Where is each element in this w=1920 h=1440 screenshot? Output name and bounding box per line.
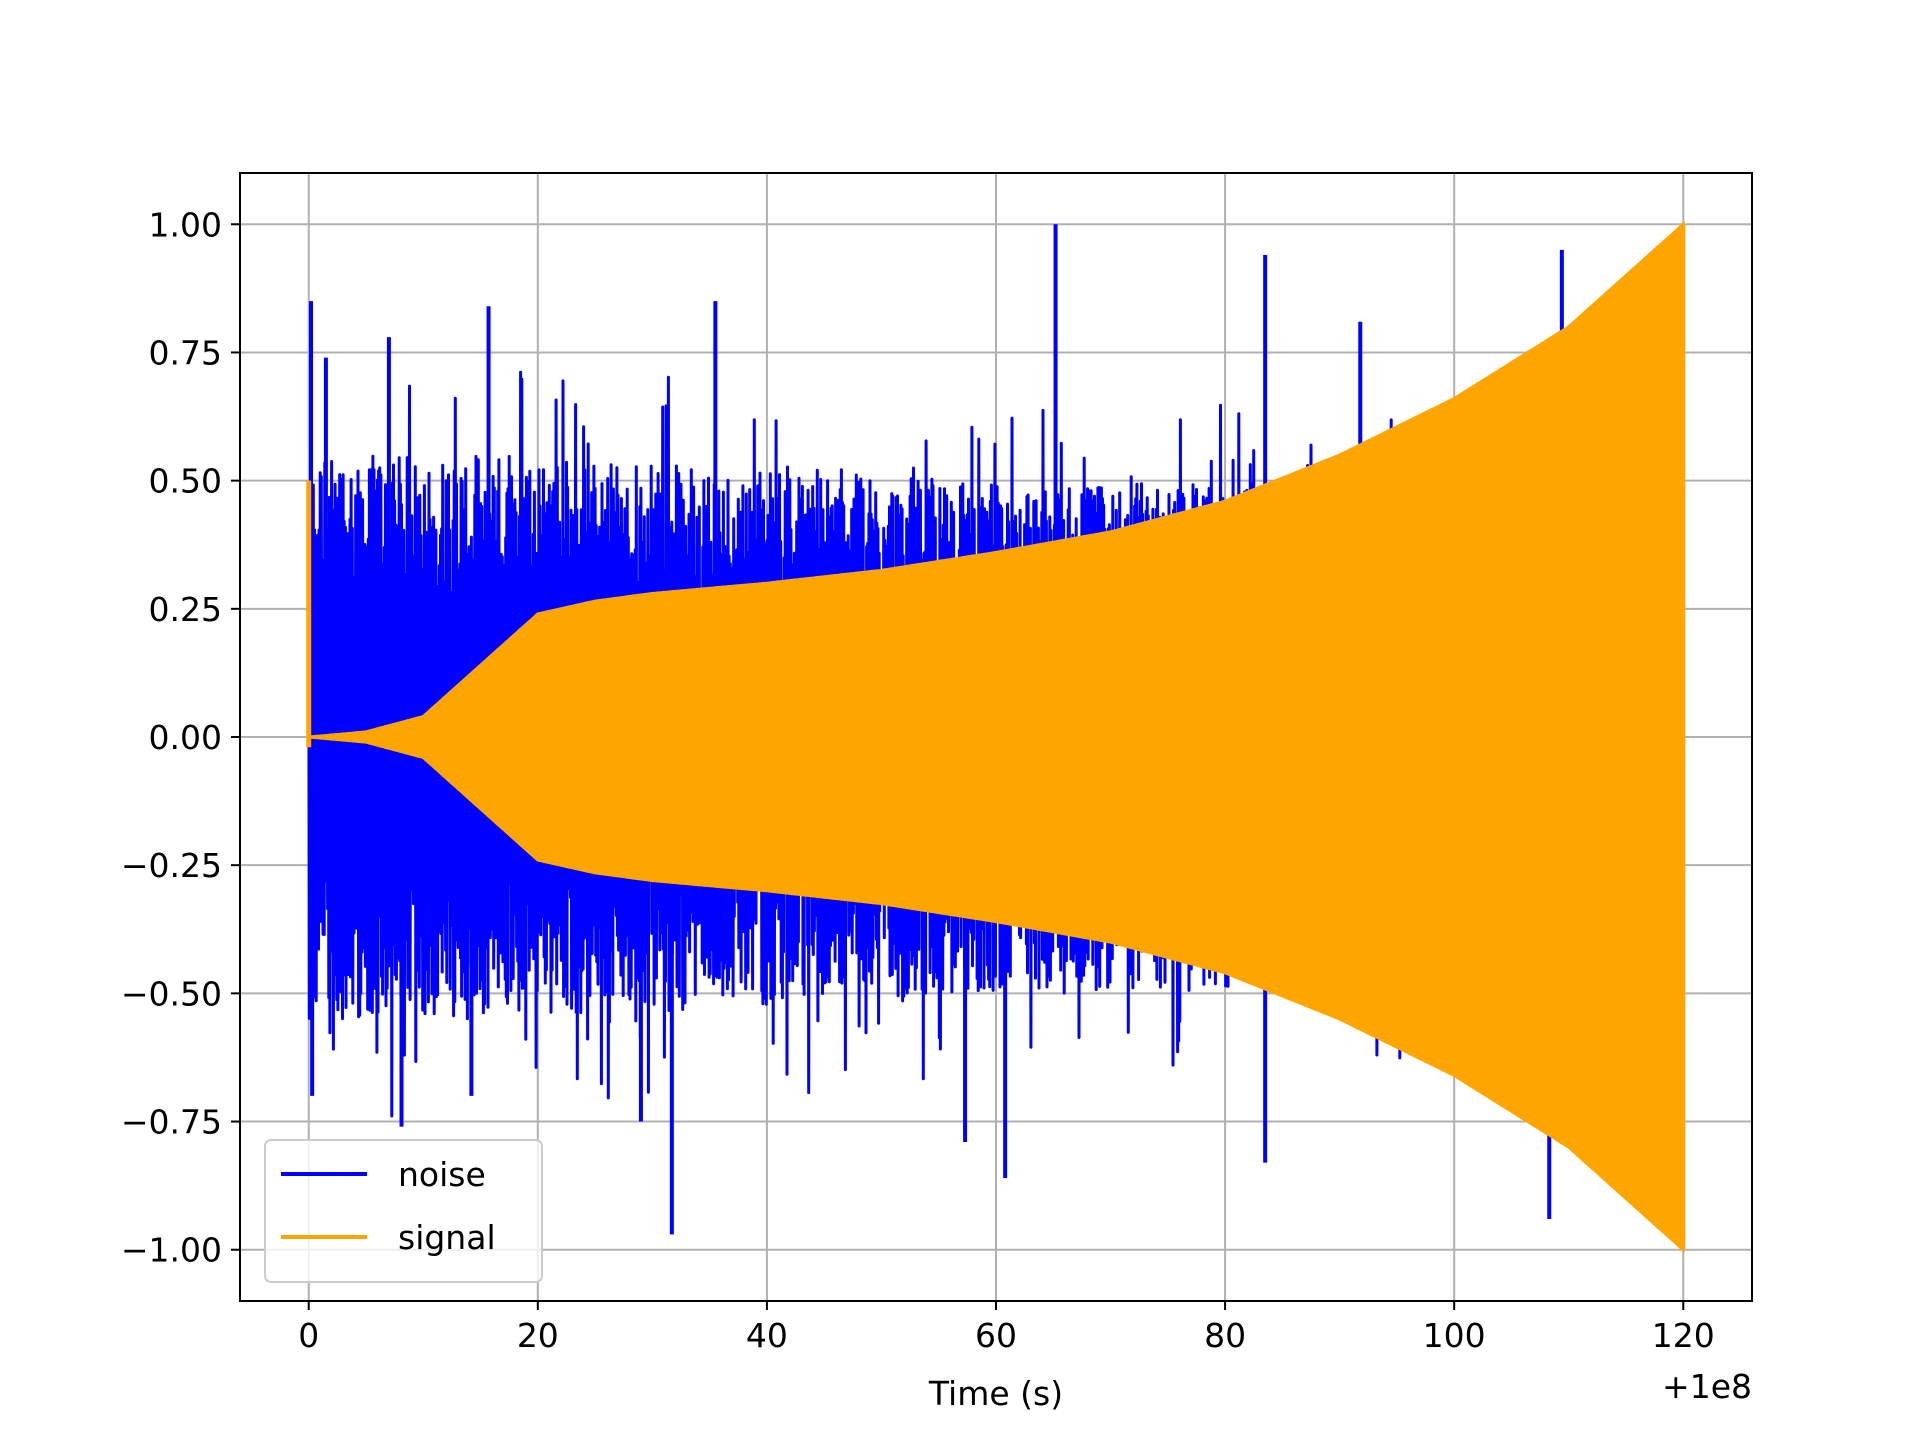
y-tick-label: −0.25 bbox=[121, 846, 222, 885]
y-tick-label: 0.50 bbox=[149, 462, 222, 501]
y-tick-label: 0.25 bbox=[149, 590, 222, 629]
y-tick-label: −1.00 bbox=[121, 1231, 222, 1270]
legend: noise signal bbox=[264, 1139, 543, 1283]
x-tick-label: 120 bbox=[1652, 1316, 1715, 1355]
y-tick-label: 1.00 bbox=[149, 205, 222, 244]
axis-ticks: 0 20 40 60 80 100 120 1.00 0.75 0.50 0.25 0.00 −0.25… bbox=[121, 205, 1715, 1355]
x-tick-label: 100 bbox=[1423, 1316, 1486, 1355]
x-tick-label: 80 bbox=[1204, 1316, 1246, 1355]
legend-noise-label: noise bbox=[398, 1155, 486, 1194]
x-tick-label: 0 bbox=[298, 1316, 319, 1355]
y-tick-label: 0.00 bbox=[149, 718, 222, 757]
plot-data bbox=[306, 221, 1686, 1253]
legend-signal-label: signal bbox=[398, 1218, 496, 1257]
y-tick-label: −0.50 bbox=[121, 974, 222, 1013]
x-tick-label: 40 bbox=[746, 1316, 788, 1355]
x-axis-label: Time (s) bbox=[928, 1374, 1063, 1413]
x-offset-text: +1e8 bbox=[1662, 1367, 1752, 1406]
x-tick-label: 20 bbox=[517, 1316, 559, 1355]
x-tick-label: 60 bbox=[975, 1316, 1017, 1355]
y-tick-label: 0.75 bbox=[149, 333, 222, 372]
y-tick-label: −0.75 bbox=[121, 1103, 222, 1142]
